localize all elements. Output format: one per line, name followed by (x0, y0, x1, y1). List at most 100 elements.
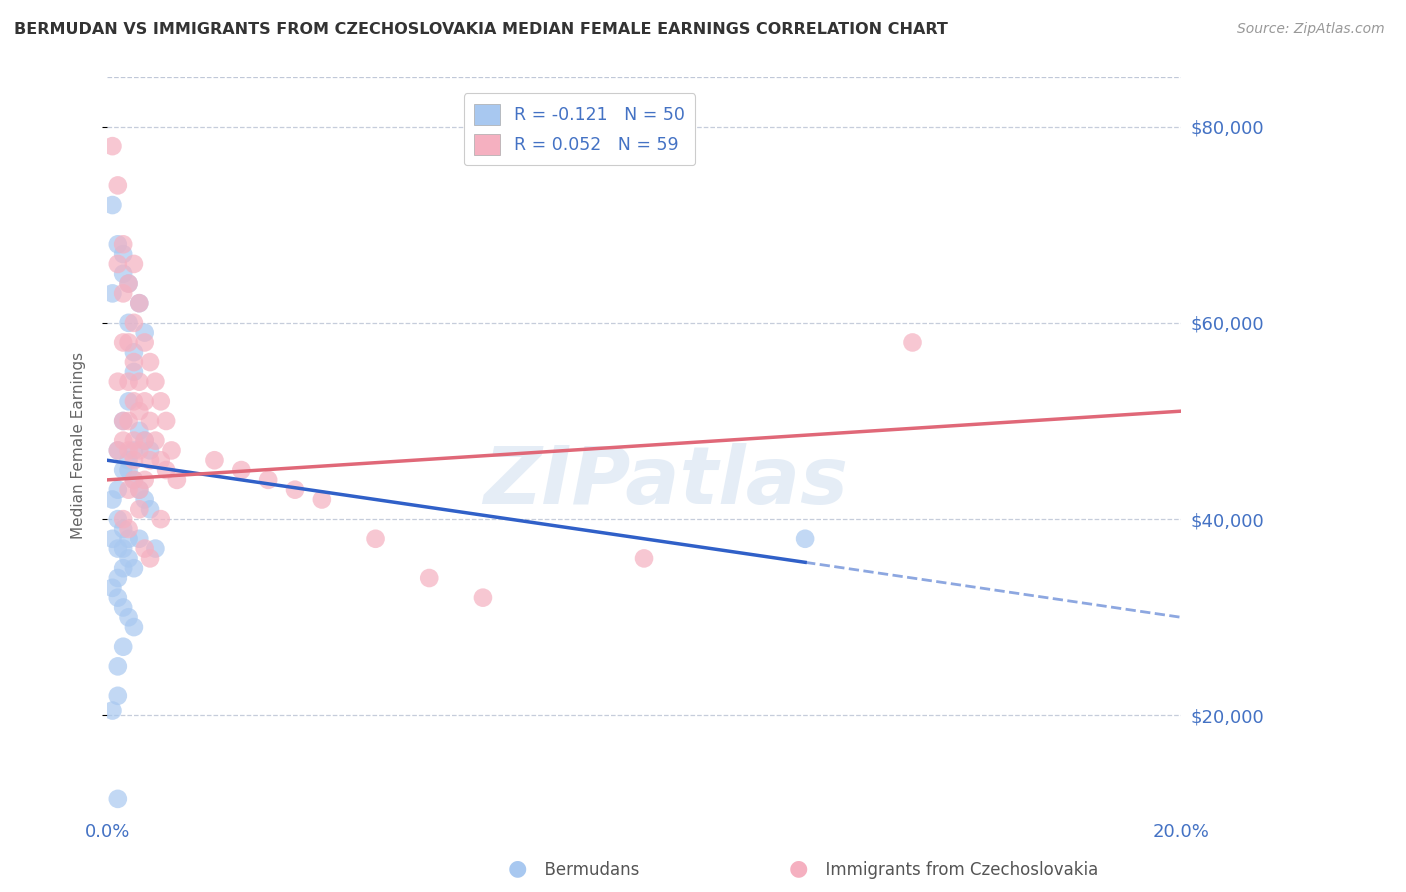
Legend: R = -0.121   N = 50, R = 0.052   N = 59: R = -0.121 N = 50, R = 0.052 N = 59 (464, 94, 696, 165)
Point (794, 532, 817, 546)
Point (117, 414, 139, 428)
Point (122, 620, 145, 634)
Point (101, 139, 124, 153)
Point (122, 355, 145, 369)
Point (204, 453, 226, 467)
Point (112, 286, 135, 301)
Point (107, 443, 129, 458)
Point (145, 541, 167, 556)
Point (139, 502, 162, 516)
Point (128, 296, 150, 310)
Point (122, 453, 145, 467)
Point (257, 473, 280, 487)
Point (134, 335, 156, 350)
Point (145, 434, 167, 448)
Point (112, 512, 135, 526)
Point (112, 335, 135, 350)
Point (107, 792, 129, 806)
Point (134, 434, 156, 448)
Point (418, 571, 440, 585)
Point (117, 522, 139, 536)
Point (139, 414, 162, 428)
Point (122, 316, 145, 330)
Point (107, 541, 129, 556)
Point (107, 483, 129, 497)
Text: BERMUDAN VS IMMIGRANTS FROM CZECHOSLOVAKIA MEDIAN FEMALE EARNINGS CORRELATION CH: BERMUDAN VS IMMIGRANTS FROM CZECHOSLOVAK… (14, 22, 948, 37)
Text: Bermudans: Bermudans (534, 861, 640, 879)
Point (149, 394, 172, 409)
Point (149, 453, 172, 467)
Point (117, 443, 139, 458)
Point (128, 532, 150, 546)
Point (112, 434, 135, 448)
Point (134, 541, 156, 556)
Point (101, 492, 124, 507)
Point (128, 296, 150, 310)
Point (128, 443, 150, 458)
Text: Immigrants from Czechoslovakia: Immigrants from Czechoslovakia (815, 861, 1098, 879)
Point (117, 335, 139, 350)
Point (107, 659, 129, 673)
Point (107, 689, 129, 703)
Point (155, 414, 177, 428)
Point (160, 443, 183, 458)
Point (112, 414, 135, 428)
Point (284, 483, 307, 497)
Point (128, 502, 150, 516)
Point (107, 443, 129, 458)
Point (128, 404, 150, 418)
Point (471, 591, 494, 605)
Point (107, 257, 129, 271)
Point (107, 237, 129, 252)
Point (311, 492, 333, 507)
Point (107, 375, 129, 389)
Point (128, 424, 150, 438)
Point (101, 581, 124, 595)
Point (112, 463, 135, 477)
Point (166, 473, 188, 487)
Point (112, 522, 135, 536)
Point (122, 365, 145, 379)
Point (122, 434, 145, 448)
Point (134, 394, 156, 409)
Point (122, 473, 145, 487)
Point (112, 247, 135, 261)
Point (134, 492, 156, 507)
Point (139, 551, 162, 566)
Point (134, 473, 156, 487)
Text: ●: ● (789, 859, 815, 879)
Point (139, 355, 162, 369)
Point (901, 335, 924, 350)
Point (112, 541, 135, 556)
Point (633, 551, 655, 566)
Point (112, 267, 135, 281)
Point (139, 453, 162, 467)
Point (155, 463, 177, 477)
Point (122, 443, 145, 458)
Point (112, 237, 135, 252)
Y-axis label: Median Female Earnings: Median Female Earnings (72, 352, 86, 539)
Point (107, 512, 129, 526)
Point (107, 178, 129, 193)
Point (128, 483, 150, 497)
Point (134, 326, 156, 340)
Point (117, 316, 139, 330)
Point (231, 463, 253, 477)
Point (117, 532, 139, 546)
Text: ZIPatlas: ZIPatlas (484, 443, 848, 521)
Text: Source: ZipAtlas.com: Source: ZipAtlas.com (1237, 22, 1385, 37)
Point (117, 463, 139, 477)
Point (112, 561, 135, 575)
Point (117, 551, 139, 566)
Point (364, 532, 387, 546)
Text: ●: ● (508, 859, 534, 879)
Point (128, 483, 150, 497)
Point (122, 394, 145, 409)
Point (112, 600, 135, 615)
Point (117, 394, 139, 409)
Point (117, 610, 139, 624)
Point (101, 286, 124, 301)
Point (117, 375, 139, 389)
Point (128, 375, 150, 389)
Point (101, 198, 124, 212)
